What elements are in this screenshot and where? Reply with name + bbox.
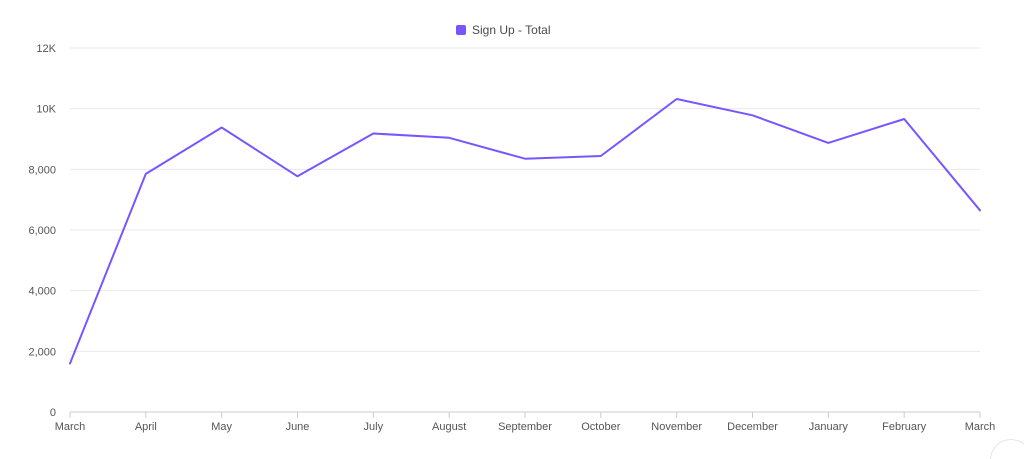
x-tick-label: December <box>727 421 778 433</box>
data-point[interactable] <box>749 111 757 119</box>
x-axis <box>69 412 981 418</box>
data-point[interactable] <box>976 206 984 214</box>
data-point[interactable] <box>369 130 377 138</box>
legend[interactable]: Sign Up - Total <box>456 23 551 37</box>
x-tick-label: July <box>364 421 384 433</box>
y-tick-label: 8,000 <box>28 164 56 176</box>
data-point[interactable] <box>142 170 150 178</box>
legend-label: Sign Up - Total <box>472 23 551 37</box>
data-point[interactable] <box>597 152 605 160</box>
x-tick-label: April <box>135 421 157 433</box>
data-point[interactable] <box>66 359 74 367</box>
x-tick-label: March <box>55 421 86 433</box>
data-point[interactable] <box>294 172 302 180</box>
series-group <box>66 95 984 367</box>
x-tick-label: May <box>211 421 232 433</box>
data-point[interactable] <box>900 115 908 123</box>
y-tick-label: 12K <box>36 43 56 55</box>
x-tick-label: January <box>809 421 849 433</box>
y-tick-label: 6,000 <box>28 225 56 237</box>
x-tick-label: October <box>581 421 620 433</box>
x-axis-labels: March April May June July August September Octo… <box>55 421 996 433</box>
y-tick-label: 2,000 <box>28 346 56 358</box>
series-line[interactable] <box>69 98 981 365</box>
legend-swatch <box>456 25 466 35</box>
gridlines <box>70 47 980 413</box>
data-point[interactable] <box>218 123 226 131</box>
x-tick-label: September <box>498 421 552 433</box>
data-point[interactable] <box>824 139 832 147</box>
y-tick-label: 0 <box>50 407 56 419</box>
y-tick-label: 10K <box>36 104 56 116</box>
data-point[interactable] <box>673 95 681 103</box>
data-point[interactable] <box>521 155 529 163</box>
x-tick-label: November <box>651 421 702 433</box>
y-axis-labels: 0 2,000 4,000 6,000 8,000 10K 12K <box>28 43 56 419</box>
x-tick-label: June <box>286 421 310 433</box>
x-tick-label: August <box>432 421 466 433</box>
data-point[interactable] <box>445 134 453 142</box>
x-tick-label: February <box>882 421 927 433</box>
x-tick-label: March <box>965 421 996 433</box>
y-tick-label: 4,000 <box>28 286 56 298</box>
